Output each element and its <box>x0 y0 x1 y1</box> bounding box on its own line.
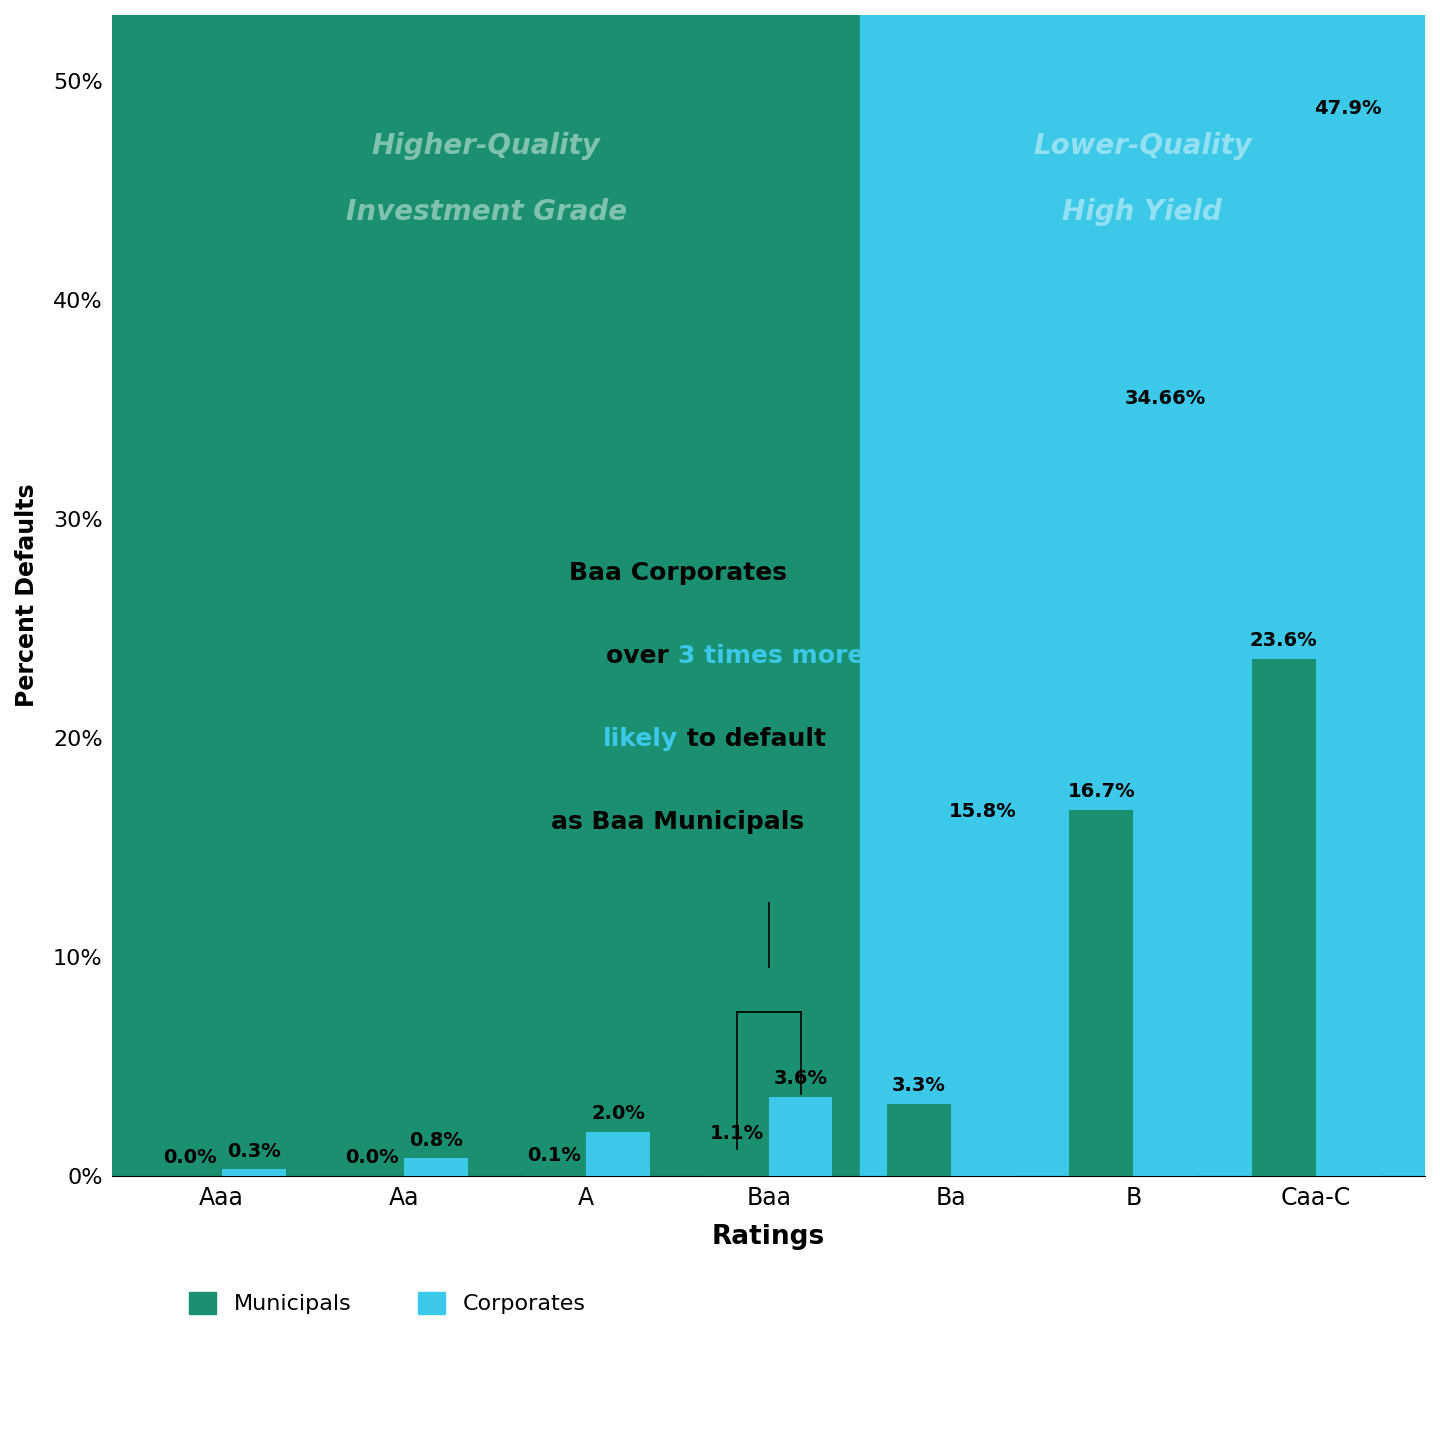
Bar <box>1133 416 1197 1176</box>
Bar <box>523 1174 586 1176</box>
Text: 0.0%: 0.0% <box>346 1148 399 1168</box>
Text: 34.66%: 34.66% <box>1125 389 1205 408</box>
Bar <box>1070 811 1133 1176</box>
Bar <box>586 1132 651 1176</box>
Bar <box>1251 660 1316 1176</box>
Bar <box>405 1159 468 1176</box>
Text: 0.0%: 0.0% <box>163 1148 216 1168</box>
Bar <box>704 1152 769 1176</box>
Text: 0.3%: 0.3% <box>226 1142 281 1161</box>
Text: 2.0%: 2.0% <box>592 1104 645 1123</box>
Text: likely: likely <box>602 727 678 752</box>
Text: to default: to default <box>678 727 825 752</box>
Text: 1.1%: 1.1% <box>710 1125 763 1143</box>
Text: over: over <box>606 644 678 668</box>
Text: 0.8%: 0.8% <box>409 1130 462 1149</box>
Text: High Yield: High Yield <box>1063 199 1223 226</box>
Text: 0.1%: 0.1% <box>527 1146 582 1165</box>
Bar <box>222 1169 285 1176</box>
Text: 16.7%: 16.7% <box>1067 782 1135 802</box>
Bar <box>769 1097 832 1176</box>
Text: Higher-Quality: Higher-Quality <box>372 132 600 160</box>
Text: Investment Grade: Investment Grade <box>346 199 626 226</box>
Text: Lower-Quality: Lower-Quality <box>1032 132 1251 160</box>
Bar <box>1316 127 1380 1176</box>
Text: 3 times more: 3 times more <box>678 644 864 668</box>
Bar <box>112 14 860 1176</box>
Text: Baa Corporates: Baa Corporates <box>569 560 786 585</box>
Legend: Municipals, Corporates: Municipals, Corporates <box>189 1292 586 1315</box>
X-axis label: Ratings: Ratings <box>711 1224 825 1250</box>
Text: 23.6%: 23.6% <box>1250 631 1318 651</box>
Text: 3.3%: 3.3% <box>893 1076 946 1094</box>
Text: 47.9%: 47.9% <box>1313 99 1381 118</box>
Bar <box>887 1103 950 1176</box>
Text: as Baa Municipals: as Baa Municipals <box>552 811 804 834</box>
Y-axis label: Percent Defaults: Percent Defaults <box>14 484 39 707</box>
Text: 15.8%: 15.8% <box>949 802 1017 821</box>
Text: 3.6%: 3.6% <box>773 1070 828 1089</box>
Bar <box>860 14 1426 1176</box>
Bar <box>950 829 1015 1176</box>
